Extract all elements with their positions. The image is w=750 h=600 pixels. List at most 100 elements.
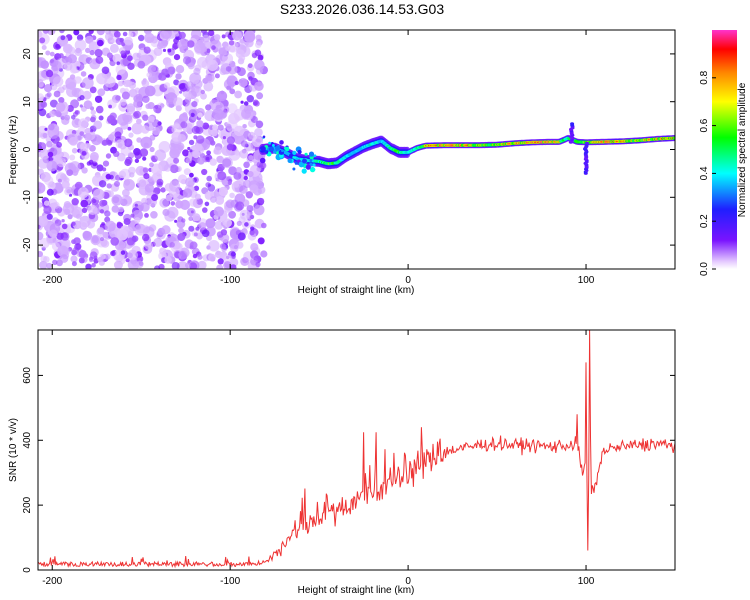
noise-blob bbox=[69, 161, 81, 173]
noise-blob bbox=[55, 239, 63, 247]
noise-blob bbox=[230, 243, 239, 253]
noise-blob bbox=[108, 134, 115, 141]
noise-blob bbox=[217, 124, 224, 131]
noise-blob bbox=[104, 210, 111, 217]
noise-blob bbox=[49, 51, 55, 57]
noise-blob bbox=[55, 43, 61, 49]
noise-blob bbox=[85, 263, 92, 269]
signal-scatter bbox=[297, 149, 302, 155]
noise-blob bbox=[193, 185, 200, 191]
noise-blob bbox=[170, 201, 176, 206]
noise-blob bbox=[90, 234, 101, 246]
colorbar-tick-label: 0.8 bbox=[699, 70, 710, 84]
noise-blob bbox=[149, 146, 155, 153]
noise-blob bbox=[92, 188, 105, 201]
signal-scatter bbox=[313, 154, 317, 157]
noise-blob bbox=[49, 99, 58, 108]
noise-blob bbox=[260, 250, 268, 258]
noise-blob bbox=[163, 164, 172, 172]
noise-blob bbox=[81, 207, 88, 214]
noise-blob bbox=[79, 104, 83, 108]
noise-blob bbox=[136, 118, 142, 125]
noise-blob bbox=[144, 85, 156, 97]
colorbar-tick-label: 0.0 bbox=[699, 262, 710, 276]
noise-blob bbox=[208, 30, 215, 37]
figure-title: S233.2026.036.14.53.G03 bbox=[280, 1, 444, 17]
signal-scatter bbox=[279, 140, 284, 145]
noise-blob bbox=[167, 66, 176, 75]
noise-blob bbox=[138, 34, 145, 42]
noise-blob bbox=[140, 202, 150, 212]
noise-blob bbox=[220, 229, 228, 236]
spectrogram-y-ticks: -20 -10 0 10 20 bbox=[22, 48, 675, 252]
noise-blob bbox=[69, 154, 76, 161]
noise-blob bbox=[156, 42, 164, 50]
noise-blob bbox=[154, 149, 167, 161]
noise-blob bbox=[145, 103, 151, 110]
noise-blob bbox=[62, 84, 68, 90]
noise-blob bbox=[198, 42, 205, 49]
noise-blob bbox=[110, 237, 119, 246]
noise-blob bbox=[185, 81, 194, 90]
noise-blob bbox=[124, 158, 132, 167]
noise-blob bbox=[127, 62, 135, 70]
noise-blob bbox=[178, 31, 186, 39]
noise-blob bbox=[120, 195, 133, 207]
noise-blob bbox=[125, 258, 130, 263]
noise-blob bbox=[187, 146, 191, 151]
y-tick-label: 200 bbox=[22, 496, 33, 513]
noise-blob bbox=[235, 201, 245, 211]
noise-blob bbox=[80, 220, 89, 229]
noise-blob bbox=[202, 34, 210, 43]
noise-blob bbox=[233, 182, 240, 188]
noise-blob bbox=[188, 139, 195, 146]
x-tick-label: 100 bbox=[578, 275, 595, 286]
noise-blob bbox=[85, 35, 94, 44]
snr-y-ticks: 0 200 400 600 bbox=[22, 367, 675, 573]
noise-blob bbox=[194, 193, 201, 200]
y-tick-label: -20 bbox=[22, 237, 33, 252]
noise-blob bbox=[146, 72, 152, 78]
noise-blob bbox=[96, 164, 104, 172]
y-tick-label: 20 bbox=[22, 48, 33, 60]
signal-scatter bbox=[292, 167, 296, 171]
noise-blob bbox=[154, 265, 161, 269]
noise-blob bbox=[112, 53, 122, 63]
noise-blob bbox=[173, 54, 181, 61]
noise-blob bbox=[40, 60, 49, 69]
noise-blob bbox=[226, 136, 235, 145]
noise-blob bbox=[247, 63, 253, 69]
noise-blob bbox=[249, 184, 259, 194]
noise-blob bbox=[175, 73, 182, 80]
noise-blob bbox=[75, 213, 82, 220]
noise-blob bbox=[55, 102, 66, 112]
noise-blob bbox=[118, 170, 127, 179]
noise-blob bbox=[47, 181, 56, 190]
signal-scatter bbox=[268, 146, 274, 152]
noise-blob bbox=[185, 177, 195, 188]
noise-blob bbox=[123, 138, 133, 148]
noise-blob bbox=[126, 55, 133, 62]
noise-blob bbox=[200, 92, 207, 100]
noise-blob bbox=[46, 141, 53, 148]
noise-blob bbox=[185, 262, 191, 269]
noise-blob bbox=[205, 104, 212, 111]
noise-blob bbox=[153, 104, 162, 114]
spectrogram-x-label: Height of straight line (km) bbox=[298, 285, 415, 296]
noise-blob bbox=[71, 129, 77, 135]
noise-blob bbox=[185, 93, 192, 100]
noise-blob bbox=[86, 161, 92, 166]
noise-blob bbox=[196, 120, 204, 128]
noise-blob bbox=[249, 230, 255, 236]
noise-blob bbox=[104, 253, 111, 260]
noise-blob bbox=[190, 85, 202, 97]
noise-blob bbox=[257, 237, 265, 245]
noise-blob bbox=[92, 198, 97, 204]
noise-blob bbox=[254, 41, 262, 49]
noise-blob bbox=[251, 135, 264, 148]
noise-blob bbox=[248, 155, 254, 161]
noise-blob bbox=[187, 40, 195, 48]
noise-blob bbox=[222, 158, 232, 168]
noise-blob bbox=[62, 202, 75, 215]
noise-blob bbox=[234, 150, 240, 156]
